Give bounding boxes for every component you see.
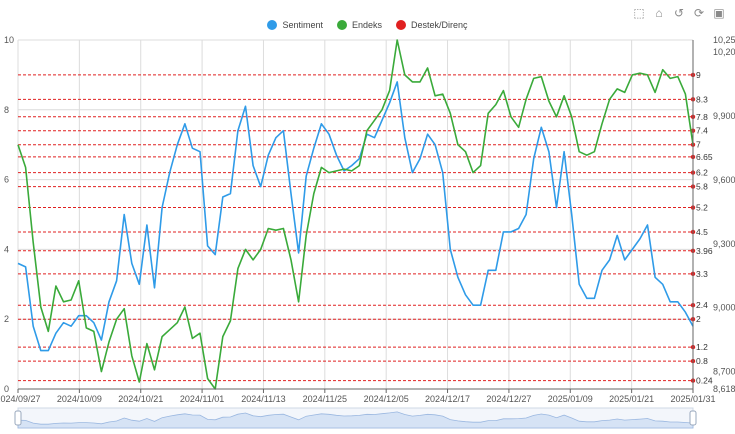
x-tick-label: 2024/10/09 [57,394,102,404]
support-resistance-lines: 0.24 0.8 1.2 2 2.4 3.3 3.96 4.5 5.2 5.8 6.2 6.65 7 7.… [18,70,713,386]
y-right-tick-label: 10,200 [713,47,735,57]
level-label: 9 [696,70,701,80]
x-tick-label: 2024/12/27 [486,394,531,404]
slider-handle-right[interactable] [689,410,697,426]
chart-toolbox: ⬚ ⌂ ↺ ⟳ ▣ ⊠ [630,4,735,22]
legend-label: Destek/Direnç [411,20,468,30]
zoom-select-icon[interactable]: ⬚ [633,6,645,20]
chart-legend: Sentiment Endeks Destek/Direnç [0,20,735,30]
y-right-tick-label: 9,000 [713,303,735,313]
x-tick-label: 2024/11/01 [180,394,224,404]
slider-preview-area [17,411,694,429]
level-label: 6.65 [696,152,713,162]
axes: 0 2 4 6 8 10 2024/09/27 2024/10/09 2024/10/21 202… [0,35,735,404]
x-tick-label: 2024/12/05 [364,394,409,404]
legend-label: Endeks [351,20,383,30]
y-right-tick-label: 9,300 [713,239,735,249]
y-right-tick-label: 8,700 [713,367,735,377]
y-left-tick-label: 2 [4,314,9,324]
level-label: 6.2 [696,168,708,178]
level-label: 4.5 [696,227,708,237]
level-label: 0.8 [696,356,708,366]
x-tick-label: 2024/12/17 [425,394,470,404]
legend-dot-icon [396,20,407,30]
level-label: 1.2 [696,342,708,352]
level-label: 5.2 [696,203,708,213]
restore-icon[interactable]: ↺ [673,6,685,20]
rotate-icon[interactable]: ⟳ [693,6,705,20]
save-image-icon[interactable]: ▣ [713,6,725,20]
y-left-tick-label: 4 [4,244,9,254]
x-tick-label: 2024/10/21 [118,394,163,404]
legend-item-sentiment[interactable]: Sentiment [267,20,323,30]
grid-lines [17,39,694,390]
series-line-endeks [17,39,694,390]
slider-handle-left[interactable] [14,410,22,426]
legend-dot-icon [336,20,347,30]
x-tick-label: 2024/11/13 [241,394,285,404]
x-tick-label: 2024/11/25 [303,394,347,404]
y-right-tick-label: 10,257 [713,35,735,45]
legend-dot-icon [267,20,278,30]
series-line-sentiment [17,81,694,352]
level-label: 3.3 [696,269,708,279]
level-label: 5.8 [696,182,708,192]
level-label: 0.24 [696,376,713,386]
y-right-tick-label: 9,900 [713,111,735,121]
y-left-tick-label: 6 [4,175,9,185]
level-label: 7.8 [696,112,708,122]
legend-label: Sentiment [282,20,323,30]
level-label: 7 [696,140,701,150]
x-tick-label: 2025/01/21 [609,394,654,404]
y-left-tick-label: 8 [4,105,9,115]
level-label: 2 [696,314,701,324]
x-tick-label: 2025/01/09 [548,394,593,404]
zoom-slider[interactable] [14,407,697,429]
series-lines [17,39,694,390]
y-left-tick-label: 0 [4,384,9,394]
x-tick-label: 2024/09/27 [0,394,41,404]
level-label: 7.4 [696,126,708,136]
level-label: 8.3 [696,94,708,104]
legend-item-destek-direnc[interactable]: Destek/Direnç [396,20,468,30]
zoom-reset-icon[interactable]: ⌂ [655,6,663,20]
y-right-tick-label: 9,600 [713,175,735,185]
x-tick-label: 2025/01/31 [670,394,715,404]
level-label: 2.4 [696,300,708,310]
y-left-tick-label: 10 [4,35,14,45]
y-right-tick-label: 8,618.5 [713,384,735,394]
level-label: 3.96 [696,246,713,256]
data-view-icon[interactable]: ⊠ [730,4,735,22]
legend-item-endeks[interactable]: Endeks [336,20,383,30]
